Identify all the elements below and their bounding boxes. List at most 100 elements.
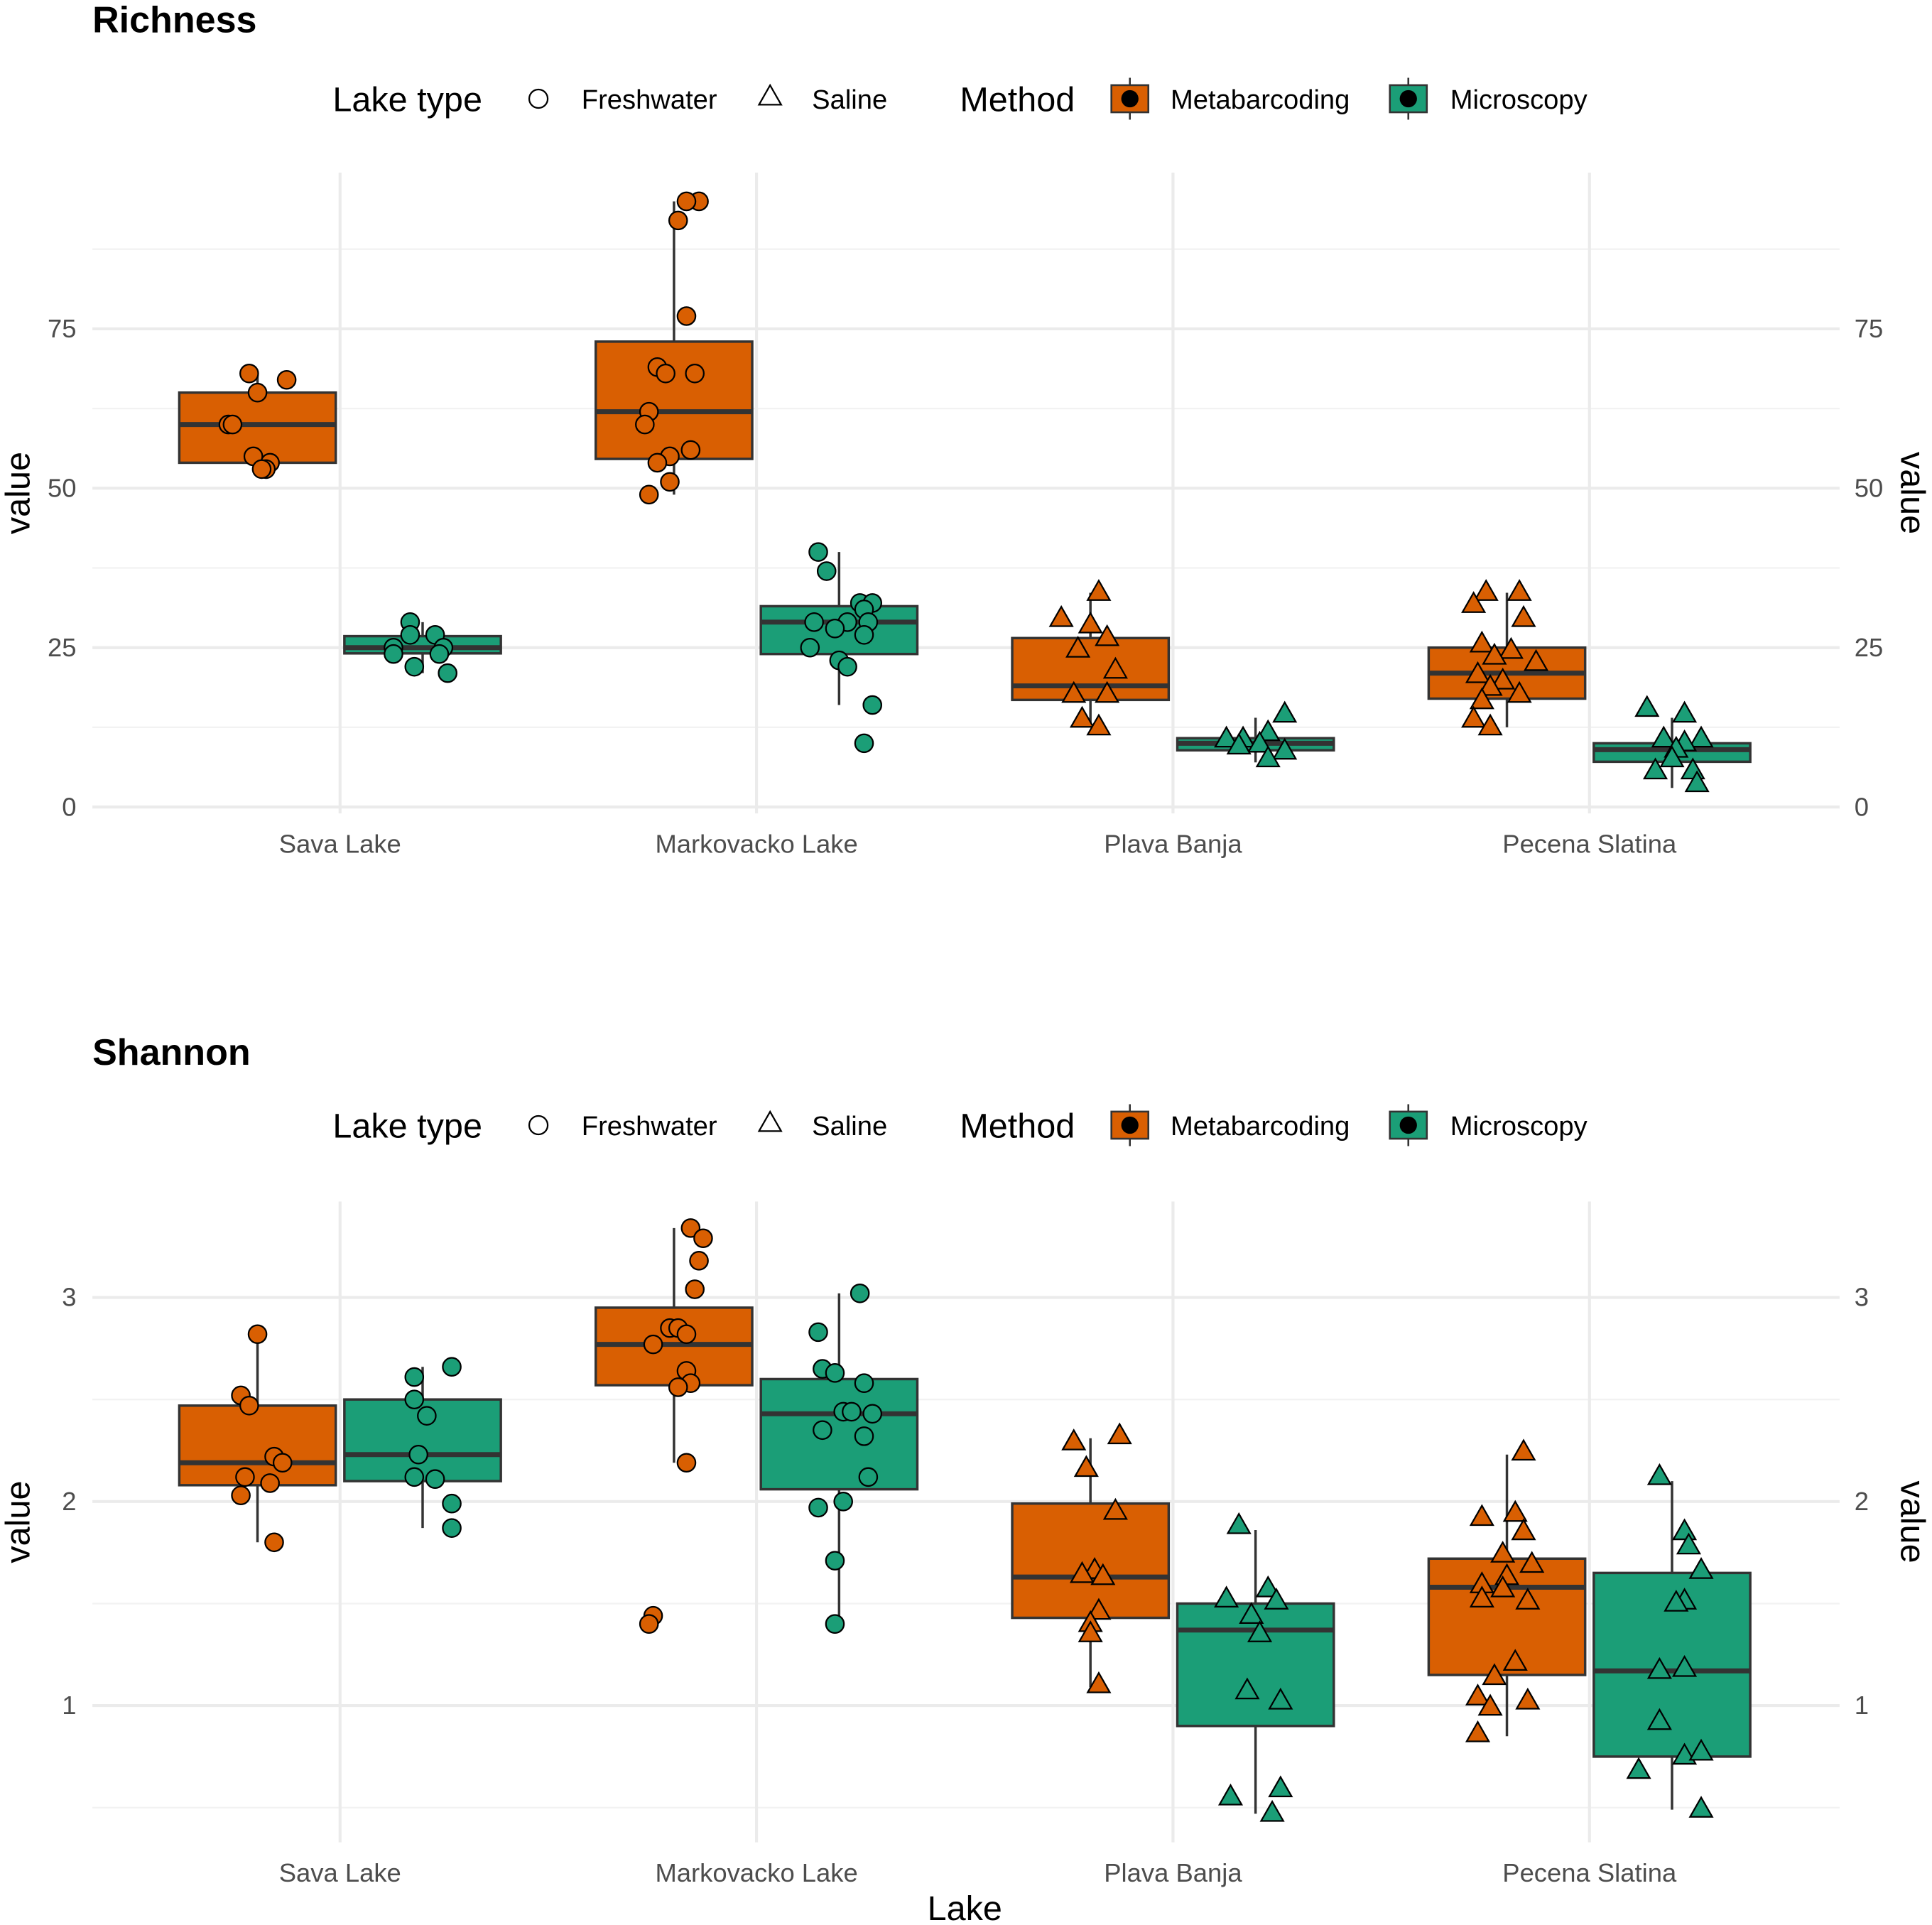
box-group-metabarcoding: [178, 1324, 337, 1553]
box-group-metabarcoding: [594, 191, 754, 505]
data-point-triangle: [1507, 579, 1532, 601]
data-point-circle: [239, 363, 259, 384]
data-point-circle: [693, 1228, 713, 1249]
panel-richness: 0 0 25 25 50 50 75 75 Sava Lake Markovacko Lake Pl…: [0, 0, 1932, 859]
data-point-triangle: [1086, 579, 1112, 601]
data-point-triangle: [1672, 700, 1698, 723]
data-point-triangle: [1226, 1512, 1252, 1534]
data-point-triangle: [1226, 732, 1252, 755]
box: [343, 634, 502, 655]
data-point-triangle: [1259, 1799, 1285, 1822]
legend-triangle-icon: [757, 83, 783, 106]
data-point-triangle: [1272, 700, 1298, 723]
x-axis-title: Lake: [928, 1889, 1002, 1925]
data-point-triangle: [1086, 713, 1112, 736]
data-point-circle: [842, 1401, 862, 1422]
legend-title-lake-type: Lake type: [332, 1107, 482, 1145]
data-point-circle: [813, 1420, 832, 1441]
data-point-triangle: [1264, 1588, 1289, 1610]
data-point-triangle: [1469, 1504, 1494, 1527]
y-axis-title-left: value: [0, 1480, 38, 1563]
data-point-circle: [438, 663, 457, 683]
legend-label: Microscopy: [1450, 1111, 1588, 1142]
y-axis-title-left: value: [0, 452, 38, 534]
data-point-triangle: [1507, 680, 1532, 703]
data-point-triangle: [1688, 1796, 1714, 1818]
data-point-circle: [825, 1551, 845, 1571]
legend-label: Microscopy: [1450, 85, 1588, 115]
legend-label: Freshwater: [582, 1111, 717, 1142]
data-point-triangle: [1272, 737, 1298, 760]
box: [759, 1377, 919, 1491]
legend-label: Metabarcoding: [1171, 1111, 1350, 1142]
data-point-triangle: [1646, 1708, 1672, 1730]
box-group-metabarcoding: [1427, 1438, 1587, 1742]
data-point-triangle: [1473, 579, 1499, 601]
box-group-microscopy: [343, 612, 502, 683]
data-point-triangle: [1102, 656, 1128, 679]
legend-label: Saline: [812, 85, 887, 115]
legend-key-dot-icon: [1399, 1116, 1417, 1134]
legend: Lake type Freshwater Saline Method Metabarco…: [332, 1104, 1588, 1146]
data-point-circle: [442, 1357, 462, 1377]
x-tick-label: Sava Lake: [279, 1858, 401, 1887]
data-point-triangle: [1078, 611, 1103, 634]
data-point-triangle: [1676, 1532, 1701, 1555]
data-point-circle: [850, 1284, 870, 1303]
data-point-triangle: [1626, 1757, 1651, 1779]
data-point-triangle: [1048, 604, 1074, 627]
data-point-triangle: [1247, 730, 1273, 753]
legend-triangle-icon: [757, 1110, 783, 1132]
data-point-triangle: [1511, 1438, 1536, 1461]
legend-key-dot-icon: [1121, 90, 1139, 108]
data-point-triangle: [1469, 687, 1494, 710]
data-point-circle: [668, 1377, 688, 1397]
box-group-microscopy: [759, 1284, 919, 1634]
data-point-triangle: [1065, 635, 1091, 658]
data-point-circle: [656, 363, 675, 384]
data-point-circle: [808, 1497, 828, 1518]
data-point-circle: [854, 733, 874, 754]
legend-circle-icon: [528, 1115, 549, 1136]
data-point-triangle: [1465, 1683, 1491, 1706]
data-point-circle: [685, 363, 705, 384]
y-tick-label-right: 1: [1855, 1691, 1869, 1720]
y-tick-label-right: 3: [1855, 1283, 1869, 1312]
box-group-microscopy: [1176, 700, 1335, 768]
data-point-circle: [231, 1485, 251, 1505]
data-point-triangle: [1688, 1738, 1714, 1761]
data-point-circle: [643, 1334, 663, 1355]
data-point-circle: [276, 369, 297, 390]
data-point-circle: [247, 382, 268, 403]
data-point-circle: [442, 1493, 462, 1514]
data-point-circle: [833, 1492, 853, 1512]
data-point-triangle: [1247, 1620, 1273, 1642]
data-point-circle: [676, 191, 697, 212]
data-point-circle: [680, 440, 701, 460]
data-point-triangle: [1511, 604, 1536, 627]
data-point-triangle: [1688, 1557, 1714, 1579]
data-point-circle: [668, 210, 688, 231]
data-point-circle: [808, 1322, 828, 1343]
box-group-metabarcoding: [1427, 579, 1587, 736]
y-axis-title-right: value: [1894, 1480, 1932, 1563]
data-point-circle: [862, 695, 883, 715]
data-point-triangle: [1477, 1693, 1503, 1716]
data-point-triangle: [1524, 649, 1549, 671]
box: [178, 1404, 337, 1487]
data-point-circle: [404, 1367, 425, 1387]
legend-title-lake-type: Lake type: [332, 80, 482, 119]
x-tick-label: Markovacko Lake: [655, 1858, 857, 1887]
box-group-microscopy: [1592, 695, 1752, 793]
data-point-circle: [239, 1396, 259, 1416]
panel-title: Shannon: [92, 1032, 251, 1073]
x-tick-label: Plava Banja: [1104, 830, 1242, 859]
panel-shannon: 1 1 2 2 3 3 Sava Lake Markovacko Lake Plava Banj…: [0, 1032, 1932, 1887]
y-tick-label-right: 2: [1855, 1487, 1869, 1516]
data-point-circle: [854, 1426, 874, 1446]
y-axis-title-right: value: [1894, 452, 1932, 534]
box-group-microscopy: [759, 542, 919, 754]
y-tick-label-left: 1: [62, 1691, 76, 1720]
data-point-circle: [862, 1404, 883, 1424]
